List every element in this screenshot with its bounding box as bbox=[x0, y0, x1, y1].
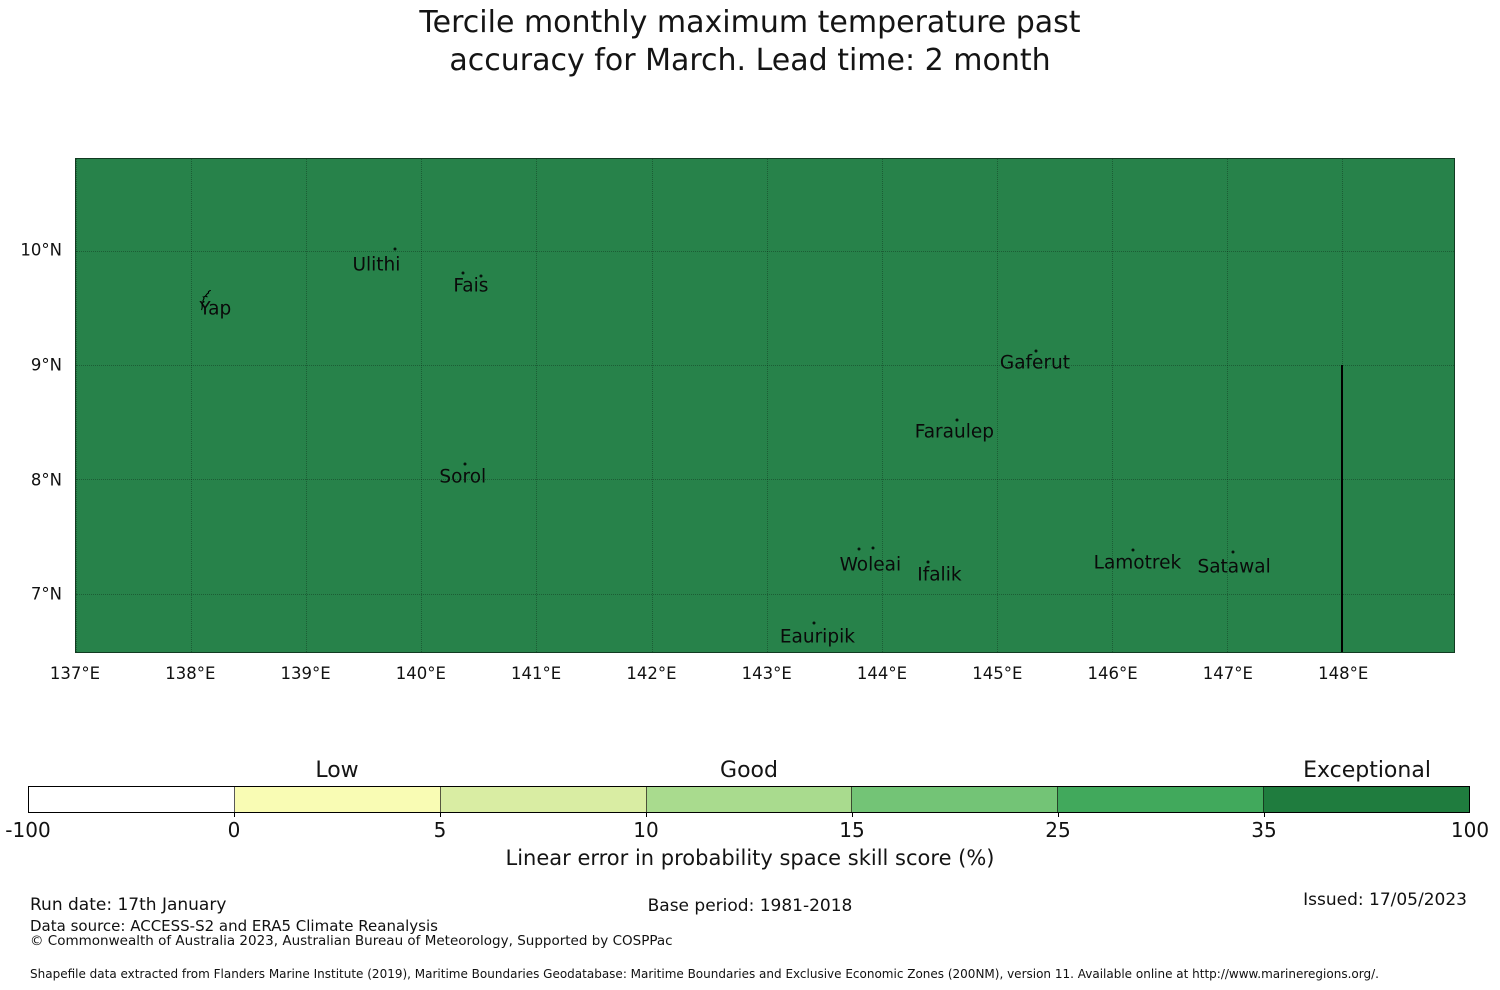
x-tick-label-145°E: 145°E bbox=[972, 664, 1023, 683]
island-marker-ulithi bbox=[393, 247, 397, 251]
island-marker-satawal bbox=[1231, 550, 1235, 554]
island-label-fais: Fais bbox=[453, 275, 489, 297]
colorbar-segment-35-to-100 bbox=[1264, 787, 1470, 812]
colorbar-segment-15-to-25 bbox=[852, 787, 1059, 812]
colorbar-category-low: Low bbox=[315, 758, 359, 783]
x-tick-label-140°E: 140°E bbox=[395, 664, 446, 683]
gridline-138°E bbox=[191, 159, 193, 652]
colorbar-tick-label-15: 15 bbox=[839, 818, 865, 842]
gridline-137°E bbox=[76, 159, 77, 652]
island-label-sorol: Sorol bbox=[439, 466, 487, 488]
base-period-text: Base period: 1981-2018 bbox=[647, 896, 853, 916]
colorbar-segment--100-to-0 bbox=[29, 787, 235, 812]
colorbar-tick-label-0: 0 bbox=[227, 818, 241, 842]
island-marker-eauripik bbox=[812, 621, 816, 625]
island-label-gaferut: Gaferut bbox=[999, 352, 1071, 374]
y-tick-label-9°N: 9°N bbox=[30, 355, 62, 375]
colorbar-segment-25-to-35 bbox=[1058, 787, 1265, 812]
x-tick-label-142°E: 142°E bbox=[626, 664, 677, 683]
shapefile-note-text: Shapefile data extracted from Flanders M… bbox=[30, 967, 1379, 981]
eez-boundary-line bbox=[1341, 364, 1344, 652]
gridline-139°E bbox=[306, 159, 308, 652]
colorbar-tickmark-5 bbox=[440, 813, 441, 817]
colorbar bbox=[28, 786, 1470, 813]
colorbar-tickmark-25 bbox=[1058, 813, 1059, 817]
island-label-eauripik: Eauripik bbox=[779, 626, 855, 648]
gridline-147°E bbox=[1227, 159, 1229, 652]
figure-title: Tercile monthly maximum temperature past… bbox=[0, 4, 1500, 80]
gridline-7°N bbox=[76, 593, 1454, 595]
title-line-2: accuracy for March. Lead time: 2 month bbox=[449, 43, 1051, 78]
colorbar-segment-5-to-10 bbox=[440, 787, 647, 812]
colorbar-category-good: Good bbox=[720, 758, 778, 783]
y-tick-label-8°N: 8°N bbox=[30, 470, 62, 490]
island-label-yap: Yap bbox=[199, 298, 232, 320]
x-tick-label-141°E: 141°E bbox=[511, 664, 562, 683]
island-label-satawal: Satawal bbox=[1197, 556, 1271, 578]
gridline-140°E bbox=[421, 159, 423, 652]
yap-island-shape-icon bbox=[201, 289, 212, 311]
island-marker-fais bbox=[461, 271, 465, 275]
y-tick-label-7°N: 7°N bbox=[30, 584, 62, 604]
island-label-ulithi: Ulithi bbox=[352, 254, 401, 276]
island-marker-gaferut bbox=[1034, 349, 1038, 353]
gridline-8°N bbox=[76, 479, 1454, 481]
island-marker-ifalik bbox=[926, 560, 930, 564]
gridline-9°N bbox=[76, 364, 1454, 366]
island-marker-faraulep bbox=[955, 418, 959, 422]
y-tick-label-10°N: 10°N bbox=[20, 240, 62, 260]
x-tick-label-139°E: 139°E bbox=[280, 664, 331, 683]
x-tick-label-146°E: 146°E bbox=[1087, 664, 1138, 683]
x-tick-label-144°E: 144°E bbox=[856, 664, 908, 683]
colorbar-tickmark-15 bbox=[852, 813, 853, 817]
colorbar-category-exceptional: Exceptional bbox=[1303, 758, 1431, 783]
colorbar-axis-label: Linear error in probability space skill … bbox=[505, 846, 995, 870]
colorbar-tick-label-25: 25 bbox=[1045, 818, 1071, 842]
gridline-141°E bbox=[536, 159, 538, 652]
run-date-text: Run date: 17th January bbox=[30, 895, 227, 915]
island-label-faraulep: Faraulep bbox=[914, 421, 994, 443]
colorbar-segment-10-to-15 bbox=[646, 787, 853, 812]
island-marker-sorol bbox=[463, 462, 467, 466]
colorbar-tick-label--100: -100 bbox=[5, 818, 51, 842]
issued-date-text: Issued: 17/05/2023 bbox=[1303, 890, 1467, 910]
gridline-143°E bbox=[766, 159, 768, 652]
gridline-10°N bbox=[76, 250, 1454, 252]
island-marker-fais bbox=[479, 274, 483, 278]
island-marker-woleai bbox=[857, 547, 861, 551]
gridline-144°E bbox=[881, 159, 883, 652]
x-tick-label-137°E: 137°E bbox=[49, 664, 101, 683]
colorbar-tick-label-100: 100 bbox=[1450, 818, 1490, 842]
x-tick-label-138°E: 138°E bbox=[165, 664, 216, 683]
colorbar-tick-label-10: 10 bbox=[633, 818, 659, 842]
colorbar-tickmark-0 bbox=[234, 813, 235, 817]
gridline-146°E bbox=[1112, 159, 1114, 652]
x-tick-label-143°E: 143°E bbox=[741, 664, 792, 683]
colorbar-tickmark-35 bbox=[1264, 813, 1265, 817]
colorbar-tick-label-35: 35 bbox=[1251, 818, 1277, 842]
island-label-ifalik: Ifalik bbox=[917, 564, 962, 586]
x-tick-label-147°E: 147°E bbox=[1202, 664, 1253, 683]
copyright-text: © Commonwealth of Australia 2023, Austra… bbox=[30, 933, 673, 949]
gridline-145°E bbox=[996, 159, 998, 652]
colorbar-tick-label-5: 5 bbox=[433, 818, 447, 842]
island-marker-lamotrek bbox=[1131, 548, 1135, 552]
map-canvas: Yap Ulithi Fais Sorol Gaferut Faraulep Woleai I… bbox=[75, 158, 1455, 653]
gridline-142°E bbox=[651, 159, 653, 652]
island-label-woleai: Woleai bbox=[839, 554, 902, 576]
colorbar-tickmark-10 bbox=[646, 813, 647, 817]
x-tick-label-148°E: 148°E bbox=[1318, 664, 1369, 683]
data-source-text: Data source: ACCESS-S2 and ERA5 Climate … bbox=[30, 917, 438, 935]
title-line-1: Tercile monthly maximum temperature past bbox=[419, 5, 1081, 40]
island-outline-yap bbox=[199, 289, 214, 315]
island-label-lamotrek: Lamotrek bbox=[1093, 552, 1182, 574]
colorbar-segment-0-to-5 bbox=[234, 787, 441, 812]
island-marker-woleai bbox=[871, 546, 875, 550]
